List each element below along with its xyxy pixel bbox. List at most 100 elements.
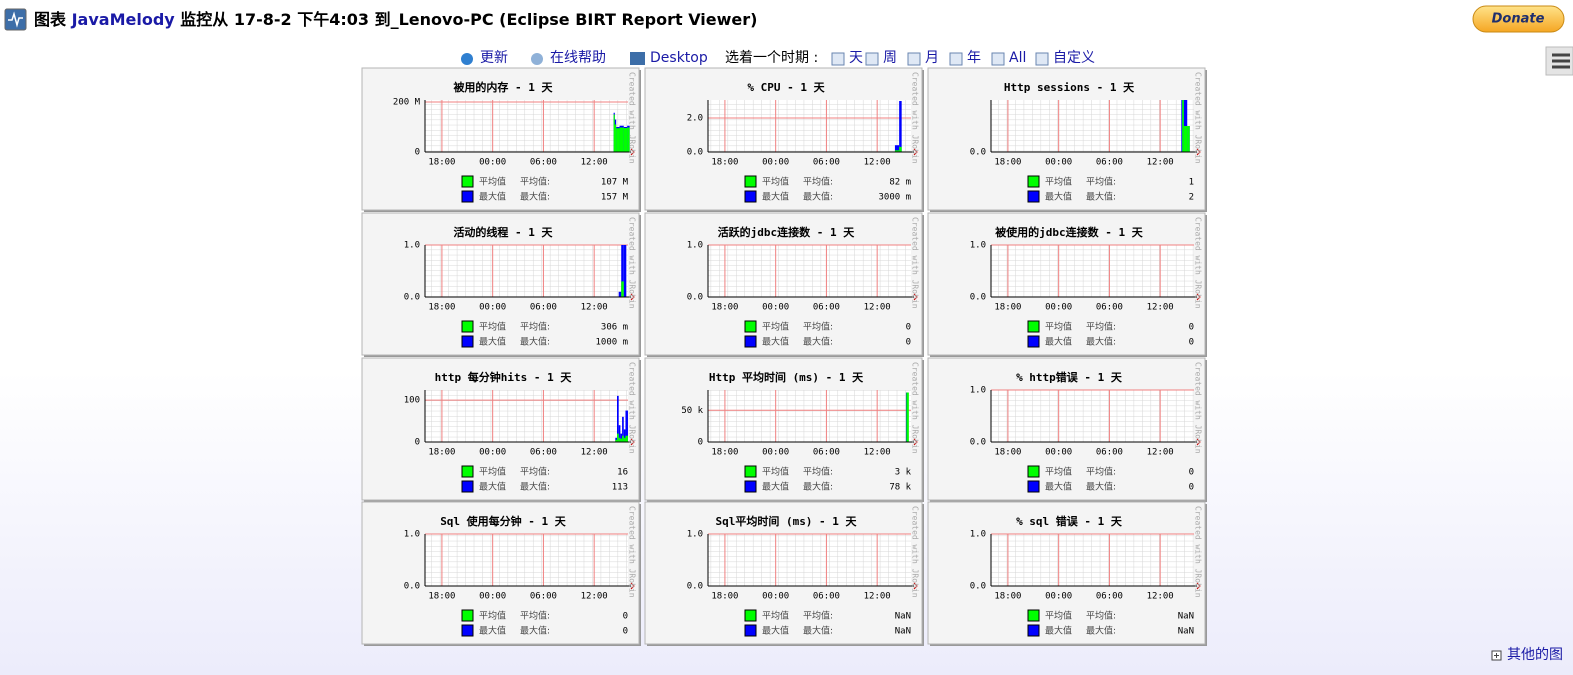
y-tick-label: 0 xyxy=(415,148,420,158)
legend-name: 平均值 xyxy=(762,610,789,622)
axis-arrow xyxy=(630,582,635,590)
x-tick-label: 18:00 xyxy=(994,448,1021,458)
chart-panel: Http 平均时间 (ms) - 1 天 18:00 00:00 06:00 12:00… xyxy=(644,357,924,502)
menu-glyph[interactable] xyxy=(1552,53,1570,69)
period-icon[interactable] xyxy=(907,52,921,66)
legend-swatch xyxy=(461,480,474,493)
legend-swatch xyxy=(744,465,757,478)
axis-arrow xyxy=(913,438,918,446)
series-bar xyxy=(625,410,628,442)
legend-name: 平均值 xyxy=(762,176,789,188)
refresh-icon[interactable] xyxy=(461,53,473,65)
expand-glyph[interactable] xyxy=(1494,653,1499,658)
period-icon[interactable] xyxy=(1035,52,1049,66)
chart-title: http 每分钟hits - 1 天 xyxy=(435,370,573,384)
legend-stat-label: 最大值: xyxy=(1086,481,1116,493)
x-tick-label: 18:00 xyxy=(711,592,738,602)
legend-stat-value: 1 xyxy=(1189,178,1194,188)
legend-swatch xyxy=(744,190,757,203)
legend-stat-label: 最大值: xyxy=(1086,625,1116,637)
legend-stat-label: 平均值: xyxy=(1086,466,1116,478)
minor-grid xyxy=(425,390,628,442)
legend-stat-label: 最大值: xyxy=(520,336,550,348)
period-icon[interactable] xyxy=(949,52,963,66)
chart-panel: Sql平均时间 (ms) - 1 天 18:00 00:00 06:00 12:00 0.… xyxy=(644,501,924,646)
legend-swatch xyxy=(744,335,757,348)
watermark: Created with JRobin xyxy=(911,506,920,598)
axis-arrow xyxy=(1196,148,1201,156)
axis-arrow xyxy=(630,293,635,301)
watermark: Created with JRobin xyxy=(628,506,637,598)
period-icon[interactable] xyxy=(865,52,879,66)
help-link[interactable]: 在线帮助 xyxy=(550,50,606,66)
header-app[interactable]: JavaMelody xyxy=(71,10,176,29)
x-tick-label: 06:00 xyxy=(813,592,840,602)
minor-grid xyxy=(708,534,911,586)
donate-label[interactable]: Donate xyxy=(1492,12,1545,27)
x-tick-label: 00:00 xyxy=(762,158,789,168)
menu-button[interactable] xyxy=(1545,46,1573,76)
legend-stat-value: 0 xyxy=(1189,468,1194,478)
legend-stat-label: 平均值: xyxy=(803,610,833,622)
series-bar xyxy=(614,124,617,152)
series-bar xyxy=(894,150,900,152)
footer-link[interactable]: 其他的图 xyxy=(1507,647,1563,663)
x-tick-label: 12:00 xyxy=(864,158,891,168)
period-icon[interactable] xyxy=(991,52,1005,66)
x-tick-label: 06:00 xyxy=(530,448,557,458)
legend-swatch xyxy=(744,175,757,188)
period-link[interactable]: 年 xyxy=(967,50,981,66)
x-tick-label: 00:00 xyxy=(479,303,506,313)
x-tick-label: 12:00 xyxy=(864,592,891,602)
period-icon[interactable] xyxy=(831,52,845,66)
chart-panel: 被使用的jdbc连接数 - 1 天 18:00 00:00 06:00 12:00 0.0… xyxy=(927,212,1207,357)
header-prefix: 图表 xyxy=(34,10,67,29)
y-tick-label: 200 M xyxy=(393,98,421,108)
legend-stat-value: 157 M xyxy=(601,193,629,203)
legend-swatch xyxy=(1027,335,1040,348)
x-tick-label: 18:00 xyxy=(711,303,738,313)
minor-grid xyxy=(708,245,911,297)
period-link[interactable]: 自定义 xyxy=(1053,50,1095,66)
x-tick-label: 18:00 xyxy=(711,158,738,168)
legend-stat-value: 113 xyxy=(612,483,628,493)
y-tick-label: 1.0 xyxy=(970,241,986,251)
series-bar xyxy=(616,128,620,152)
minor-grid xyxy=(708,390,911,442)
chart-panel: Sql 使用每分钟 - 1 天 18:00 00:00 06:00 12:00 0.0 1.… xyxy=(361,501,641,646)
chart-panel: Http sessions - 1 天 18:00 00:00 06:00 12:00 0… xyxy=(927,67,1207,212)
axis-arrow xyxy=(913,582,918,590)
desktop-icon[interactable] xyxy=(630,52,645,65)
watermark: Created with JRobin xyxy=(628,72,637,164)
legend-stat-label: 最大值: xyxy=(1086,336,1116,348)
series-bar xyxy=(617,395,619,442)
x-tick-label: 06:00 xyxy=(813,158,840,168)
x-tick-label: 18:00 xyxy=(428,448,455,458)
legend-swatch xyxy=(1027,609,1040,622)
period-link[interactable]: 天 xyxy=(849,50,863,66)
x-tick-label: 12:00 xyxy=(1147,448,1174,458)
x-tick-label: 00:00 xyxy=(1045,158,1072,168)
period-link[interactable]: 周 xyxy=(883,50,897,66)
refresh-link[interactable]: 更新 xyxy=(480,50,508,66)
series-bar xyxy=(613,114,615,152)
chart-title: 活动的线程 - 1 天 xyxy=(453,225,553,239)
legend-stat-value: 0 xyxy=(906,338,911,348)
period-link[interactable]: All xyxy=(1009,50,1026,66)
minor-grid xyxy=(708,100,911,152)
help-icon[interactable] xyxy=(531,53,543,65)
y-tick-label: 1.0 xyxy=(404,530,420,540)
legend-stat-label: 平均值: xyxy=(803,321,833,333)
series-bar xyxy=(623,245,627,297)
donate-button[interactable] xyxy=(1472,5,1565,33)
x-tick-label: 00:00 xyxy=(762,592,789,602)
x-tick-label: 18:00 xyxy=(428,158,455,168)
period-link[interactable]: 月 xyxy=(925,50,939,66)
y-tick-label: 0.0 xyxy=(970,438,986,448)
legend-swatch xyxy=(461,624,474,637)
legend-swatch xyxy=(1027,320,1040,333)
series-bar xyxy=(617,433,619,442)
desktop-link[interactable]: Desktop xyxy=(650,50,708,66)
legend-stat-value: NaN xyxy=(895,612,911,622)
